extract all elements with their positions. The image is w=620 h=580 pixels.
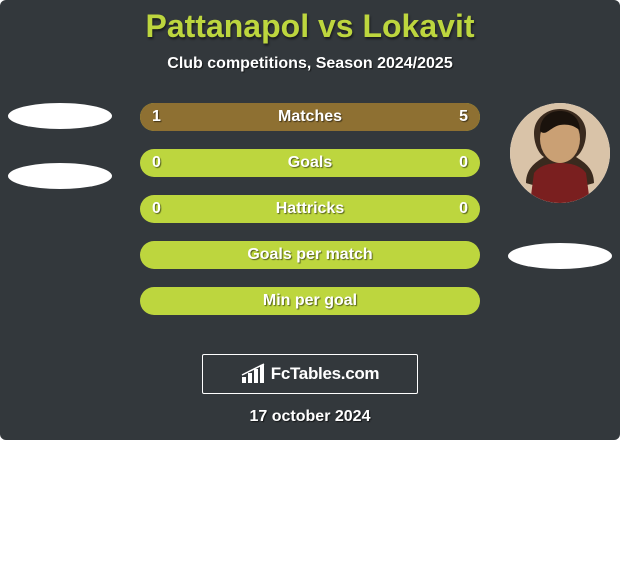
stat-label: Goals per match — [140, 241, 480, 269]
stat-label: Matches — [140, 103, 480, 131]
stat-value-right: 0 — [459, 149, 468, 177]
bar-chart-icon — [241, 363, 267, 385]
stat-bars: Matches15Goals00Hattricks00Goals per mat… — [140, 103, 480, 315]
stat-value-right: 5 — [459, 103, 468, 131]
player-left-col — [0, 103, 120, 189]
stats-panel: Pattanapol vs Lokavit Club competitions,… — [0, 0, 620, 440]
stat-row: Matches1 5 — [140, 103, 480, 131]
stat-value-left: 0 — [152, 195, 161, 223]
stat-label: Goals — [140, 149, 480, 177]
player-left-avatar-placeholder — [8, 103, 112, 129]
player-right-col — [500, 103, 620, 269]
stat-row: Min per goal — [140, 287, 480, 315]
stat-label: Min per goal — [140, 287, 480, 315]
date-text: 17 october 2024 — [0, 408, 620, 426]
page-subtitle: Club competitions, Season 2024/2025 — [0, 55, 620, 73]
stat-row: Goals per match — [140, 241, 480, 269]
player-left-avatar-placeholder-2 — [8, 163, 112, 189]
stat-value-left: 0 — [152, 149, 161, 177]
brand-text: FcTables.com — [271, 364, 380, 384]
player-right-avatar-placeholder — [508, 243, 612, 269]
brand-box: FcTables.com — [202, 354, 418, 394]
stat-row: Hattricks0 0 — [140, 195, 480, 223]
player-right-avatar — [510, 103, 610, 203]
avatar-photo-icon — [510, 103, 610, 203]
stat-row: Goals0 0 — [140, 149, 480, 177]
stat-value-left: 1 — [152, 103, 161, 131]
stat-value-right: 0 — [459, 195, 468, 223]
stat-label: Hattricks — [140, 195, 480, 223]
page-title: Pattanapol vs Lokavit — [0, 0, 620, 45]
